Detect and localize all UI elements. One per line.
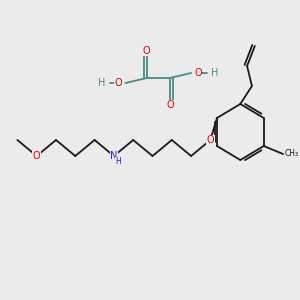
Text: O: O [115,78,123,88]
Text: O: O [143,46,151,56]
Text: N: N [110,151,118,161]
Text: O: O [166,100,174,110]
Text: O: O [207,135,214,145]
Text: O: O [33,151,40,161]
Text: O: O [194,68,202,78]
Text: H: H [212,68,219,78]
Text: H: H [98,78,105,88]
Text: H: H [115,158,121,166]
Text: CH₃: CH₃ [285,149,299,158]
